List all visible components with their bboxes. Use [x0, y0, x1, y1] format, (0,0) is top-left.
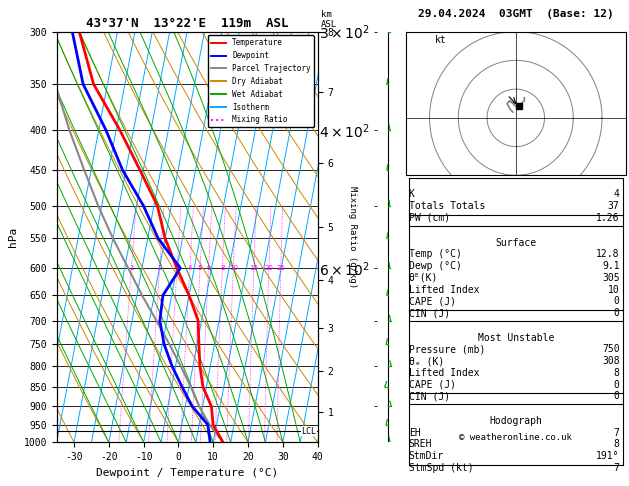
Text: CIN (J): CIN (J) — [409, 308, 450, 318]
Text: CAPE (J): CAPE (J) — [409, 380, 456, 390]
Text: 8: 8 — [614, 439, 620, 450]
Text: km
ASL: km ASL — [321, 10, 337, 29]
Text: Pressure (mb): Pressure (mb) — [409, 345, 485, 354]
Text: 750: 750 — [602, 345, 620, 354]
Text: CAPE (J): CAPE (J) — [409, 296, 456, 306]
Text: Most Unstable: Most Unstable — [477, 333, 554, 343]
Text: 9.1: 9.1 — [602, 261, 620, 271]
Y-axis label: hPa: hPa — [8, 227, 18, 247]
Text: 3: 3 — [175, 265, 179, 271]
Text: 25: 25 — [276, 265, 285, 271]
Text: 5: 5 — [198, 265, 203, 271]
Text: 1: 1 — [129, 265, 134, 271]
Text: © weatheronline.co.uk: © weatheronline.co.uk — [459, 433, 572, 442]
Text: Mixing Ratio (g/kg): Mixing Ratio (g/kg) — [348, 186, 357, 288]
Text: 191°: 191° — [596, 451, 620, 461]
Text: 8: 8 — [614, 368, 620, 378]
X-axis label: Dewpoint / Temperature (°C): Dewpoint / Temperature (°C) — [96, 468, 278, 478]
Text: Lifted Index: Lifted Index — [409, 368, 479, 378]
Text: 4: 4 — [187, 265, 192, 271]
Text: θᴱ(K): θᴱ(K) — [409, 273, 438, 283]
Text: kt: kt — [435, 35, 447, 45]
Text: Lifted Index: Lifted Index — [409, 285, 479, 295]
Text: EH: EH — [409, 428, 421, 438]
Text: 308: 308 — [602, 356, 620, 366]
Text: 305: 305 — [602, 273, 620, 283]
Text: StmSpd (kt): StmSpd (kt) — [409, 463, 474, 473]
Text: CIN (J): CIN (J) — [409, 391, 450, 401]
Text: 29.04.2024  03GMT  (Base: 12): 29.04.2024 03GMT (Base: 12) — [418, 9, 614, 19]
Title: 43°37'N  13°22'E  119m  ASL: 43°37'N 13°22'E 119m ASL — [86, 17, 288, 31]
Text: 0: 0 — [614, 308, 620, 318]
Text: 0: 0 — [614, 391, 620, 401]
Text: 15: 15 — [250, 265, 259, 271]
Text: θₑ (K): θₑ (K) — [409, 356, 444, 366]
Text: Totals Totals: Totals Totals — [409, 201, 485, 211]
Text: SREH: SREH — [409, 439, 432, 450]
Text: K: K — [409, 190, 415, 199]
Text: 20: 20 — [264, 265, 274, 271]
Text: 10: 10 — [229, 265, 238, 271]
Legend: Temperature, Dewpoint, Parcel Trajectory, Dry Adiabat, Wet Adiabat, Isotherm, Mi: Temperature, Dewpoint, Parcel Trajectory… — [208, 35, 314, 127]
Text: 2: 2 — [157, 265, 162, 271]
Text: Surface: Surface — [495, 238, 537, 247]
Text: 37: 37 — [608, 201, 620, 211]
Text: 12.8: 12.8 — [596, 249, 620, 260]
Text: 6: 6 — [206, 265, 211, 271]
Text: 7: 7 — [614, 428, 620, 438]
Text: Dewp (°C): Dewp (°C) — [409, 261, 462, 271]
Text: Temp (°C): Temp (°C) — [409, 249, 462, 260]
Text: PW (cm): PW (cm) — [409, 213, 450, 223]
Text: Hodograph: Hodograph — [489, 416, 542, 426]
Text: StmDir: StmDir — [409, 451, 444, 461]
Text: LCL: LCL — [301, 427, 316, 435]
Text: 4: 4 — [614, 190, 620, 199]
Text: 10: 10 — [608, 285, 620, 295]
Text: 0: 0 — [614, 296, 620, 306]
Text: 8: 8 — [220, 265, 225, 271]
Text: 0: 0 — [614, 380, 620, 390]
Text: 1.26: 1.26 — [596, 213, 620, 223]
Text: 7: 7 — [614, 463, 620, 473]
